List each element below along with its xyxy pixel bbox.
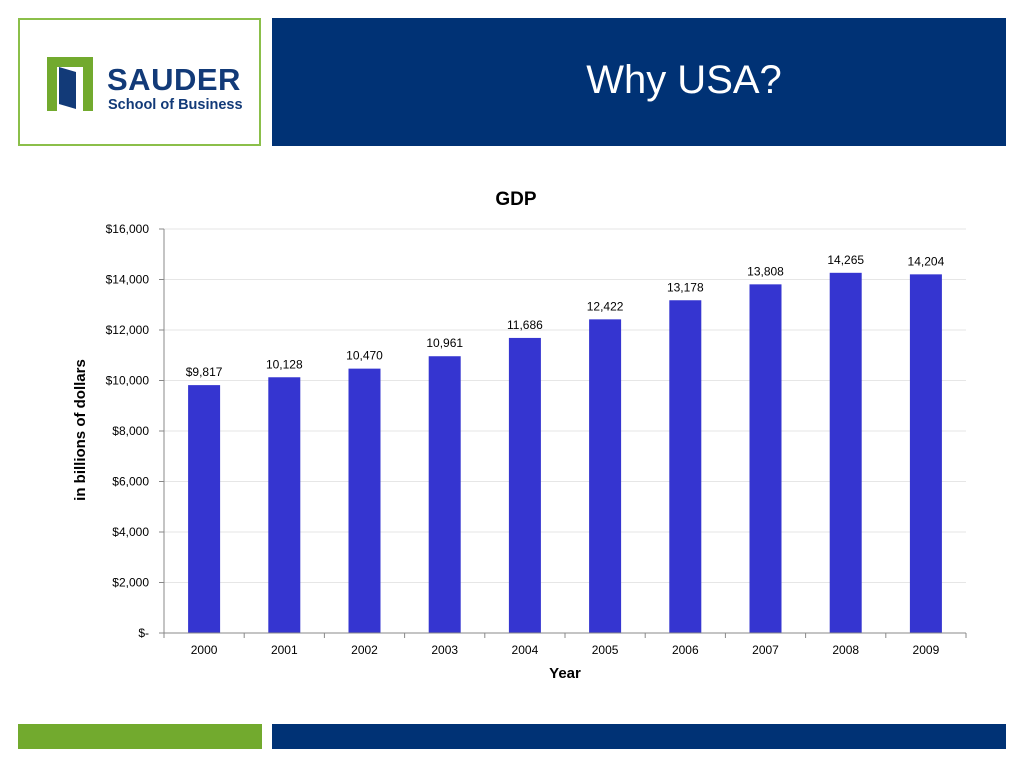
y-tick-label: $16,000 (106, 222, 150, 236)
footer-blue-bar (272, 724, 1006, 749)
bar-2005 (589, 319, 622, 633)
y-tick-label: $10,000 (106, 374, 150, 388)
data-label-2007: 13,808 (747, 264, 784, 278)
y-tick-label: $- (138, 626, 149, 640)
bar-2006 (669, 300, 702, 633)
data-label-2003: 10,961 (426, 336, 463, 350)
data-label-2001: 10,128 (266, 357, 303, 371)
data-label-2009: 14,204 (908, 254, 945, 268)
x-tick-label-2007: 2007 (752, 643, 779, 657)
chart-axes: $- $2,000 $4,000 $6,000 $8,000 $10,000 $12,000… (106, 222, 967, 657)
x-tick-label-2001: 2001 (271, 643, 298, 657)
y-tick-label: $6,000 (112, 475, 149, 489)
x-tick-label-2002: 2002 (351, 643, 378, 657)
data-label-2000: $9,817 (186, 365, 223, 379)
footer-green-bar (18, 724, 262, 749)
y-tick-label: $12,000 (106, 323, 150, 337)
x-tick-label-2000: 2000 (191, 643, 218, 657)
y-tick-label: $2,000 (112, 576, 149, 590)
data-label-2008: 14,265 (827, 253, 864, 267)
bar-2008 (829, 272, 862, 633)
chart-bars: $9,817 10,128 10,470 10,961 11,686 12,422 13,1… (186, 253, 945, 633)
data-label-2005: 12,422 (587, 299, 624, 313)
logo-box: SAUDER School of Business (18, 18, 261, 146)
y-tick-label: $4,000 (112, 525, 149, 539)
y-tick-label: $8,000 (112, 424, 149, 438)
x-tick-label-2003: 2003 (431, 643, 458, 657)
bar-2002 (348, 368, 381, 633)
data-label-2002: 10,470 (346, 349, 383, 363)
data-label-2006: 13,178 (667, 280, 704, 294)
chart-title: GDP (495, 189, 537, 210)
bar-2000 (188, 385, 221, 633)
x-tick-label-2006: 2006 (672, 643, 699, 657)
x-tick-label-2009: 2009 (913, 643, 940, 657)
header-bar: Why USA? (272, 18, 1006, 146)
x-tick-label-2005: 2005 (592, 643, 619, 657)
bar-2004 (508, 337, 541, 633)
bar-2003 (428, 356, 461, 633)
sauder-logo-icon (47, 57, 93, 111)
bar-2001 (268, 377, 301, 633)
slide-title: Why USA? (586, 58, 782, 102)
bar-2009 (909, 274, 942, 633)
y-tick-label: $14,000 (106, 273, 150, 287)
x-tick-label-2004: 2004 (512, 643, 539, 657)
bar-2007 (749, 284, 782, 633)
y-axis-title: in billions of dollars (72, 359, 89, 501)
logo-title: SAUDER (107, 62, 241, 97)
x-tick-label-2008: 2008 (832, 643, 859, 657)
logo-subtitle: School of Business (108, 97, 243, 113)
data-label-2004: 11,686 (507, 318, 543, 332)
x-axis-title: Year (549, 665, 581, 682)
